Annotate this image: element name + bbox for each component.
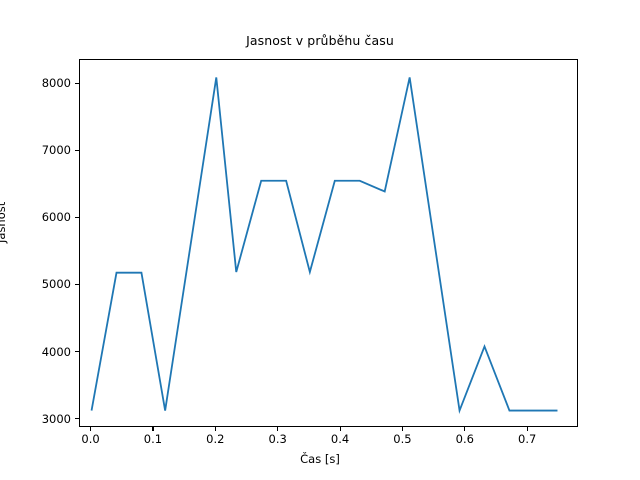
x-tick-label: 0.0 <box>81 432 100 446</box>
y-tick-mark <box>75 149 79 151</box>
y-tick-mark <box>75 418 79 420</box>
x-tick-mark <box>214 427 216 431</box>
x-tick-mark <box>339 427 341 431</box>
data-line-series <box>90 77 558 415</box>
x-axis-label: Čas [s] <box>300 452 340 466</box>
chart-title: Jasnost v průběhu času <box>246 33 394 48</box>
y-tick-mark <box>75 216 79 218</box>
x-tick-label: 0.5 <box>393 432 412 446</box>
x-tick-mark <box>90 427 92 431</box>
x-tick-mark <box>526 427 528 431</box>
x-tick-mark <box>464 427 466 431</box>
y-tick-mark <box>75 351 79 353</box>
x-tick-label: 0.3 <box>268 432 287 446</box>
y-tick-label: 7000 <box>41 143 71 158</box>
y-tick-mark <box>75 283 79 286</box>
x-tick-mark <box>277 427 279 431</box>
y-tick-mark <box>75 82 79 84</box>
y-tick-label: 4000 <box>41 344 71 359</box>
y-tick-label: 5000 <box>41 277 71 292</box>
y-axis-label: Jasnost <box>0 201 8 243</box>
x-tick-mark <box>152 427 154 431</box>
x-tick-label: 0.1 <box>143 432 163 446</box>
plot-area <box>79 59 578 427</box>
x-tick-label: 0.7 <box>518 432 537 446</box>
y-tick-label: 8000 <box>41 76 71 91</box>
y-tick-label: 3000 <box>41 411 71 426</box>
y-tick-label: 6000 <box>41 210 71 225</box>
brightness-line <box>90 77 558 415</box>
x-tick-label: 0.2 <box>206 432 225 446</box>
x-tick-label: 0.4 <box>330 432 350 446</box>
x-tick-label: 0.6 <box>455 432 474 446</box>
x-tick-mark <box>401 427 403 431</box>
